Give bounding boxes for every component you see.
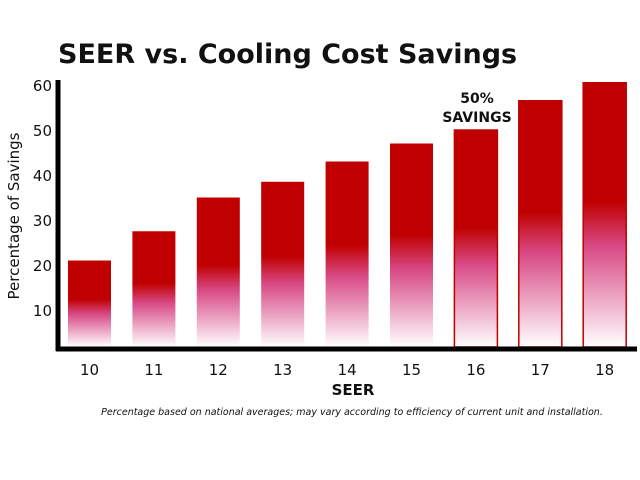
x-tick-label: 11: [144, 361, 163, 379]
x-tick-label: 14: [338, 361, 357, 379]
x-tick-label: 10: [80, 361, 99, 379]
y-tick-label: 30: [33, 212, 52, 230]
x-tick-label: 16: [466, 361, 485, 379]
bar-12: [196, 197, 240, 347]
y-tick-label: 40: [33, 167, 52, 185]
y-tick-label: 10: [33, 302, 52, 320]
y-axis-label: Percentage of Savings: [5, 132, 23, 299]
bar-14: [325, 161, 369, 347]
y-tick-label: 20: [33, 257, 52, 275]
x-tick-label: 12: [209, 361, 228, 379]
annotation-line2: SAVINGS: [442, 110, 511, 126]
bar-15: [390, 143, 433, 347]
footnote: Percentage based on national averages; m…: [101, 407, 603, 418]
x-tick-label: 17: [531, 361, 550, 379]
bar-10: [68, 260, 111, 347]
bar-17: [518, 100, 563, 348]
chart-title: SEER vs. Cooling Cost Savings: [58, 39, 517, 70]
x-tick-label: 13: [273, 361, 292, 379]
bar-11: [132, 231, 176, 347]
y-tick-label: 60: [33, 77, 52, 95]
annotation-line1: 50%: [460, 91, 494, 107]
bar-16: [453, 129, 499, 348]
x-axis-label: SEER: [332, 381, 375, 399]
bar-13: [261, 181, 305, 347]
x-tick-label: 18: [595, 361, 614, 379]
bar-18: [582, 82, 627, 348]
y-tick-label: 50: [33, 122, 52, 140]
x-tick-label: 15: [402, 361, 421, 379]
